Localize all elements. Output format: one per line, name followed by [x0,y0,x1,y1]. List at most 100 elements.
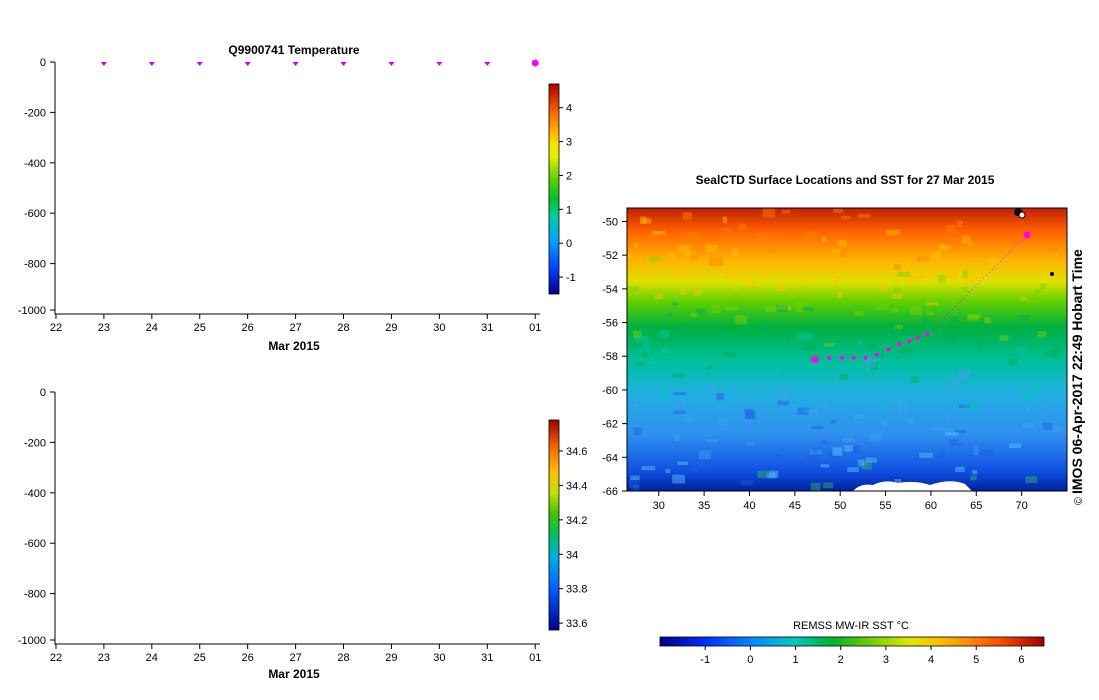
seal-location-point [863,355,868,360]
sst-texture-cell [649,344,659,349]
sst-texture-cell [797,407,809,415]
sst-texture-cell [696,309,706,315]
sst-texture-cell [672,302,678,306]
sst-texture-cell [777,400,789,406]
island-mark [1050,272,1054,276]
temperature-section-panel: Q9900741 Temperature 0 -200 -400 -600 -800 -1… [18,43,576,353]
sst-texture-cell [862,356,872,362]
temperature-y-ticks: 0 -200 -400 -600 -800 -1000 [18,57,55,317]
sst-texture-cell [907,418,914,424]
sst-texture-cell [955,430,967,434]
sst-texture-cell [847,467,859,472]
x-tick-label: 25 [194,322,206,334]
sst-texture-cell [690,312,698,318]
x-tick-label: 55 [879,500,891,512]
y-tick-label: -200 [24,107,46,119]
colorbar-tick-label: 6 [1018,654,1024,666]
sst-texture-cell [949,316,959,323]
sst-texture-cell [811,425,824,430]
sst-texture-cell [967,314,979,321]
x-tick-label: 23 [98,322,110,334]
sst-texture-cell [832,249,842,254]
sst-texture-cell [870,362,879,371]
sst-texture-cell [744,396,757,403]
sst-texture-cell [761,322,770,329]
seal-track [811,231,1031,364]
colorbar-tick-label: 0 [566,238,572,250]
sst-texture-cell [857,459,865,467]
colorbar-tick-label: 2 [566,170,572,182]
sst-texture-cell [660,348,671,354]
sst-texture-cell [697,246,706,255]
sst-texture-cell [814,405,819,414]
sst-texture-cell [897,398,905,407]
sst-texture-cell [799,277,808,281]
sst-texture-cell [698,450,712,460]
sst-texture-cell [955,466,965,472]
colorbar-tick-label: 0 [747,654,753,666]
colorbar-tick-label: 2 [838,654,844,666]
current-location-marker [811,356,819,364]
temperature-profile-markers [100,59,539,67]
colorbar-tick-label: 33.8 [566,584,587,596]
sst-texture-cell [1038,331,1047,338]
sst-texture-cell [682,212,692,220]
sst-texture-cell [1035,288,1041,294]
sst-texture-cell [649,357,656,364]
profile-marker [292,62,299,66]
sst-texture-cell [677,399,686,408]
sst-field [627,208,1067,491]
sst-texture-cell [1016,346,1026,355]
sst-texture-cell [978,341,983,350]
sst-texture-cell [919,452,933,458]
sst-texture-cell [959,404,970,409]
x-tick-label: 30 [653,500,665,512]
temperature-section-title: Q9900741 Temperature [228,43,360,57]
sst-texture-cell [956,220,964,228]
salinity-plot-background [55,392,540,644]
sst-texture-cell [926,311,934,316]
sst-texture-cell [667,252,675,259]
sst-texture-cell [854,311,864,316]
colorbar-tick-label: 33.6 [566,618,587,630]
sst-texture-cell [962,235,970,244]
profile-marker [196,62,203,66]
sst-texture-cell [762,208,776,218]
sst-texture-cell [775,371,781,378]
sst-texture-cell [1022,391,1029,400]
sst-texture-cell [1008,359,1018,366]
sst-texture-cell [639,345,651,353]
sst-texture-cell [765,305,779,313]
antarctic-land-mask [853,481,972,491]
sst-texture-cell [673,392,687,395]
sst-texture-cell [962,286,968,293]
sst-texture-cell [858,213,871,218]
sst-texture-cell [673,410,686,415]
sst-texture-cell [910,306,922,315]
sst-texture-cell [897,405,910,413]
salinity-colorbar-ticks: 34.6 34.4 34.2 34 33.8 33.6 [559,446,587,630]
y-tick-label: -600 [24,208,46,220]
seal-location-point [874,352,879,357]
sst-texture-cell [665,469,671,474]
y-tick-label: 0 [40,387,46,399]
sst-texture-cell [868,343,875,350]
sst-texture-cell [1025,476,1037,483]
copyright-icon: © [1073,497,1085,505]
colorbar-tick-label: 34.2 [566,515,587,527]
temperature-x-axis-label: Mar 2015 [268,339,320,353]
sst-texture-cell [641,466,656,471]
sst-map-x-ticks: 30 35 40 45 50 55 60 65 70 [653,491,1028,512]
x-tick-label: 28 [337,652,349,664]
island-marks [1014,208,1054,276]
y-tick-label: -400 [24,158,46,170]
sst-map-frame [626,207,1068,492]
sst-texture-cell [627,253,633,259]
sst-texture-cell [837,239,847,247]
sst-texture-cell [956,371,969,381]
sst-texture-cell [972,470,977,475]
sst-colorbar [659,636,1045,647]
sst-texture-cell [724,271,737,279]
y-tick-label: -800 [24,259,46,271]
sst-texture-cell [958,369,972,374]
